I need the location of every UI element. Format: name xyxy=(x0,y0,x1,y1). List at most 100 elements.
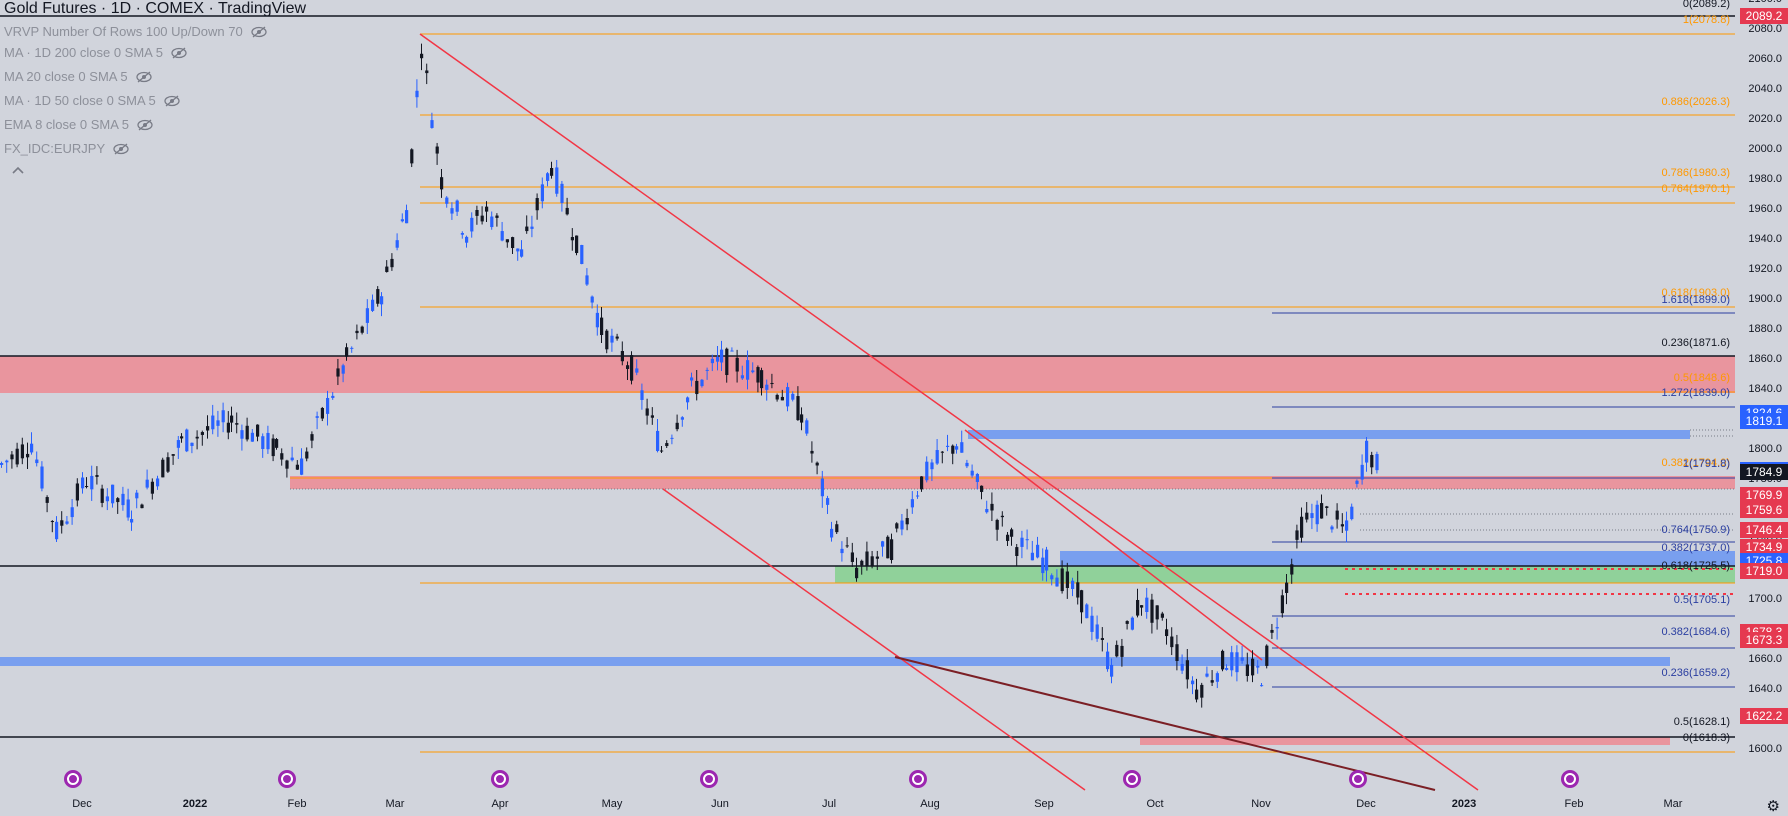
candle-body xyxy=(525,226,529,232)
candle-body xyxy=(615,336,619,339)
price-tick: 1600.0 xyxy=(1748,742,1782,755)
candle-body xyxy=(45,497,49,503)
event-marker-icon[interactable] xyxy=(700,770,718,788)
candle-body xyxy=(55,521,59,540)
candle-body xyxy=(500,231,504,241)
candle-body xyxy=(770,382,774,385)
candle-body xyxy=(360,326,364,333)
chart-title: Gold Futures · 1D · COMEX · TradingView xyxy=(4,0,307,17)
candle-body xyxy=(605,330,609,350)
candle-body xyxy=(320,407,324,419)
time-tick: Mar xyxy=(385,798,405,810)
candle-body xyxy=(955,446,959,450)
candle-body xyxy=(1251,658,1255,676)
candle-body xyxy=(780,396,784,401)
candle-body xyxy=(565,207,569,215)
candle-body xyxy=(480,215,484,222)
eye-hidden-icon[interactable] xyxy=(251,26,267,38)
event-marker-icon[interactable] xyxy=(491,770,509,788)
eye-hidden-icon[interactable] xyxy=(171,47,187,59)
candle-body xyxy=(300,458,304,475)
indicator-vrvp[interactable]: VRVP Number Of Rows 100 Up/Down 70 xyxy=(4,24,267,39)
price-tick: 1800.0 xyxy=(1748,442,1782,455)
candle-body xyxy=(1285,582,1289,593)
candle-body xyxy=(1325,506,1329,508)
candle-body xyxy=(150,481,154,494)
candle-body xyxy=(410,149,414,164)
price-tick: 1940.0 xyxy=(1748,232,1782,245)
event-marker-icon[interactable] xyxy=(1123,770,1141,788)
candle-body xyxy=(1330,526,1334,530)
candle-body xyxy=(1015,547,1019,556)
candle-body xyxy=(720,349,724,363)
event-marker-icon[interactable] xyxy=(278,770,296,788)
event-marker-icon[interactable] xyxy=(64,770,82,788)
event-marker-icon[interactable] xyxy=(1349,770,1367,788)
candle-body xyxy=(145,479,149,488)
candle-body xyxy=(1320,503,1324,519)
candle-body xyxy=(280,453,284,460)
candle-body xyxy=(355,330,359,334)
candle-body xyxy=(791,393,795,400)
candle-body xyxy=(1170,636,1174,648)
candle-body xyxy=(930,462,934,470)
candle-body xyxy=(756,367,760,383)
candle-body xyxy=(595,312,599,328)
chevron-up-icon[interactable] xyxy=(10,163,26,177)
indicator-ma50[interactable]: MA · 1D 50 close 0 SMA 5 xyxy=(4,93,180,108)
support-zone-green xyxy=(835,566,1735,583)
candle-body xyxy=(1185,660,1189,680)
candle-body xyxy=(161,459,165,478)
indicator-ma20[interactable]: MA 20 close 0 SMA 5 xyxy=(4,69,152,84)
eye-hidden-icon[interactable] xyxy=(113,143,129,155)
fib-level-label: 1(2078.8) xyxy=(1682,14,1730,26)
eye-hidden-icon[interactable] xyxy=(164,95,180,107)
candle-body xyxy=(845,545,849,547)
indicator-ema8[interactable]: EMA 8 close 0 SMA 5 xyxy=(4,117,153,132)
candle-body xyxy=(376,289,380,304)
candle-body xyxy=(230,415,234,423)
indicator-ma200[interactable]: MA · 1D 200 close 0 SMA 5 xyxy=(4,45,187,60)
candle-body xyxy=(285,460,289,469)
eye-hidden-icon[interactable] xyxy=(137,119,153,131)
fib-orange-lines xyxy=(290,33,1735,753)
candle-body xyxy=(1145,597,1149,613)
indicator-eurjpy[interactable]: FX_IDC:EURJPY xyxy=(4,141,129,156)
candle-body xyxy=(670,437,674,439)
candle-body xyxy=(440,177,444,190)
event-marker-icon[interactable] xyxy=(1561,770,1579,788)
price-tick: 2040.0 xyxy=(1748,82,1782,95)
candle-body xyxy=(935,450,939,464)
indicator-label: MA 20 close 0 SMA 5 xyxy=(4,69,128,84)
candle-body xyxy=(1270,629,1274,633)
candle-body xyxy=(40,466,44,489)
candle-body xyxy=(26,453,30,458)
candle-body xyxy=(310,434,314,441)
time-tick: Jul xyxy=(821,798,837,810)
candle-body xyxy=(1095,624,1099,639)
time-tick: Jun xyxy=(711,798,729,810)
candle-body xyxy=(675,422,679,430)
candle-body xyxy=(5,460,9,463)
candle-body xyxy=(365,308,369,323)
event-marker-icon[interactable] xyxy=(909,770,927,788)
candle-body xyxy=(460,233,464,235)
candle-body xyxy=(511,237,515,249)
gear-icon[interactable]: ⚙ xyxy=(1766,798,1780,815)
time-tick: 2023 xyxy=(1451,798,1477,810)
eye-hidden-icon[interactable] xyxy=(135,71,152,83)
candle-body xyxy=(775,394,779,400)
candle-body xyxy=(610,335,614,343)
candle-body xyxy=(176,440,180,448)
candle-body xyxy=(190,442,194,446)
candle-body xyxy=(716,356,720,362)
candle-body xyxy=(965,462,969,467)
candle-body xyxy=(221,410,225,423)
candle-body xyxy=(550,167,554,176)
candle-body xyxy=(1310,513,1314,519)
candle-body xyxy=(1155,605,1159,620)
candle-body xyxy=(75,483,79,501)
fib-level-label: 0.618(1725.5) xyxy=(1661,560,1731,572)
candle-body xyxy=(420,53,424,59)
